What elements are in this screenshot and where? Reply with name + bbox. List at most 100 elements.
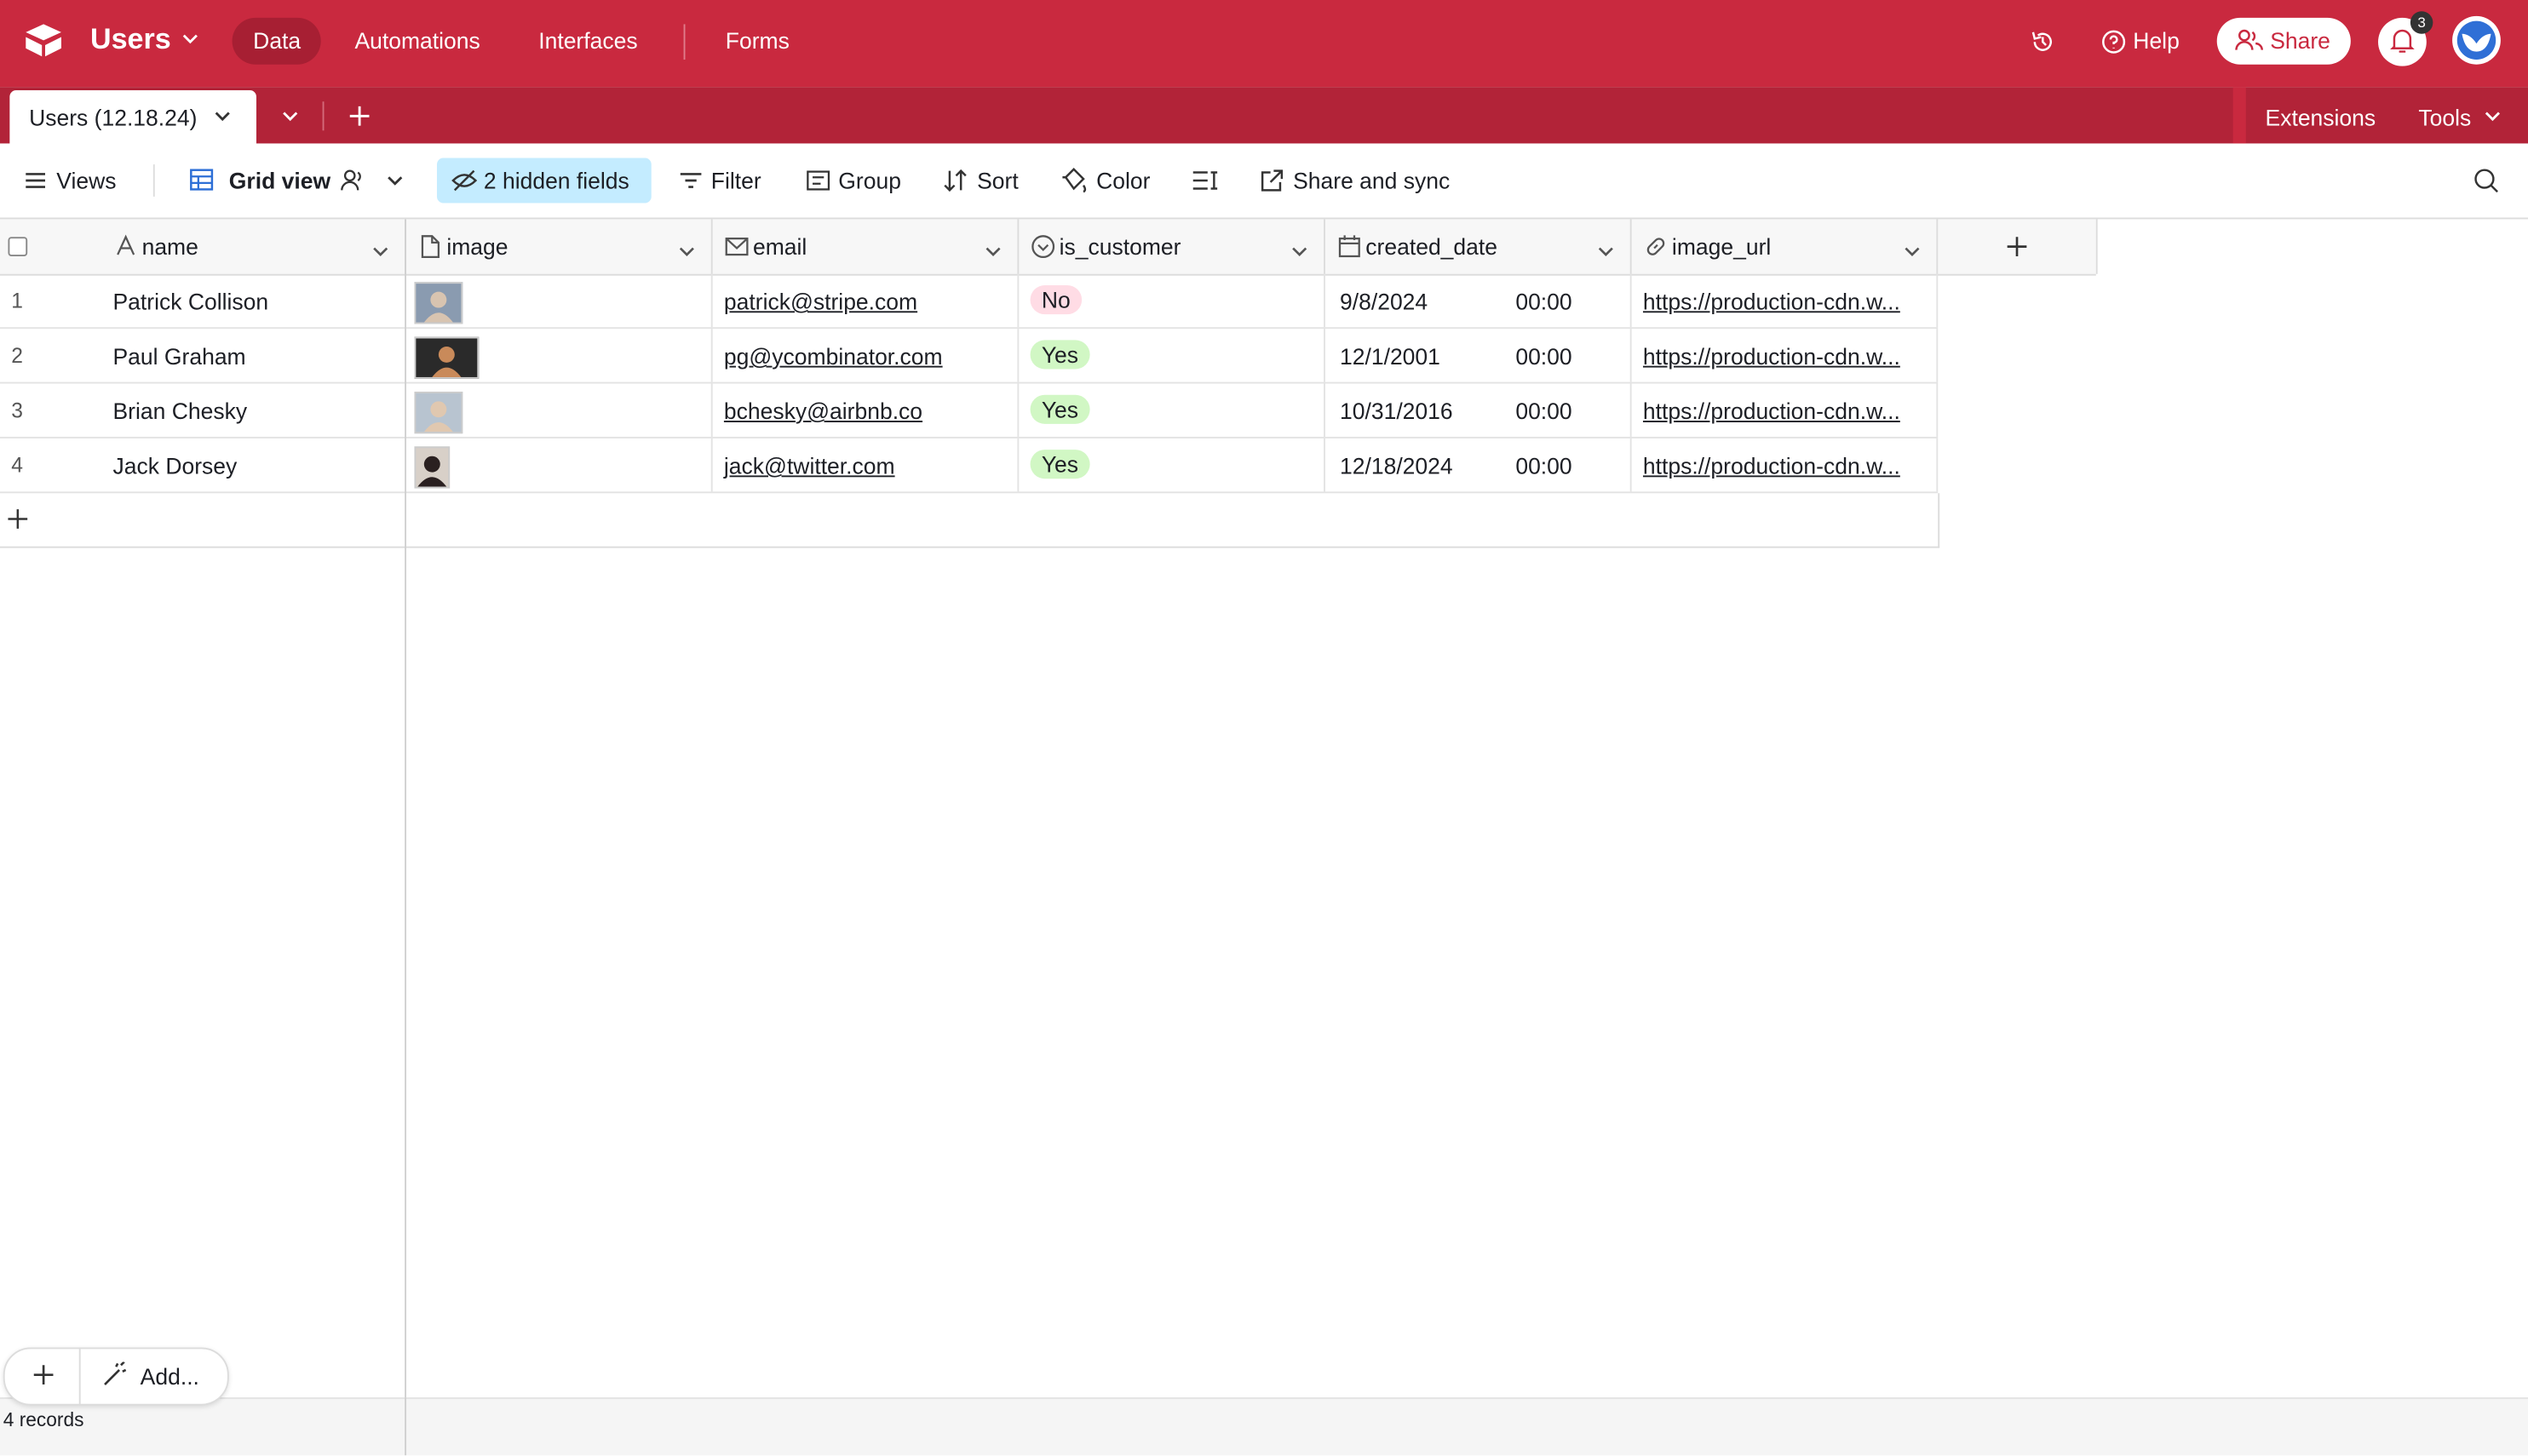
nav-item[interactable]: Data [253,27,302,54]
cell-border [1325,383,1632,437]
add-row[interactable] [0,493,1940,548]
time-cell: 00:00 [1515,288,1572,315]
hidden-fields-button[interactable] [436,158,652,203]
column-header[interactable] [0,219,407,274]
view-name[interactable]: Grid view [228,167,331,194]
column-header[interactable] [1019,219,1325,274]
hidden-fields: 2 hidden fields [483,167,629,194]
name-cell: Brian Chesky [112,398,248,424]
group[interactable]: Group [838,167,901,194]
record-count: 4 records [3,1408,84,1431]
chevron [2485,112,2500,122]
column-header[interactable] [1325,219,1632,274]
date-cell: 10/31/2016 [1339,398,1453,424]
field-icon [113,233,139,259]
filter[interactable]: Filter [710,167,761,194]
cell-border [1019,383,1325,437]
cell-border [1632,273,1939,328]
cell-border [1019,273,1325,328]
row-number: 2 [11,343,23,368]
url-cell: https://production-cdn.w... [1642,288,1900,315]
url-cell: https://production-cdn.w... [1642,452,1900,479]
nav-item[interactable]: Forms [725,27,790,54]
history-icon[interactable] [2028,27,2057,56]
add-record-icon[interactable] [31,1362,56,1388]
add-field[interactable] [1938,219,2098,274]
email-cell: jack@twitter.com [723,452,895,479]
header-row-bg [0,219,2096,276]
customer-pill: Yes [1030,340,1090,370]
share-label: Share [2270,27,2330,54]
column-header[interactable] [406,219,713,274]
grid-icon [190,169,214,191]
email-cell: pg@ycombinator.com [723,343,943,370]
bell-icon [2390,29,2415,53]
column-menu [1596,238,1616,264]
views-icon [26,173,46,188]
cell-border [1632,438,1939,492]
chevron [215,112,230,122]
collab-icon [341,169,361,191]
tools[interactable]: Tools [2418,105,2472,131]
share-and-sync[interactable]: Share and sync [1293,167,1451,194]
group-icon [807,170,830,191]
share-button[interactable] [2216,17,2351,65]
name-cell: Patrick Collison [112,288,269,315]
sort-icon [944,169,967,192]
top-bar [0,0,2528,88]
row-number: 4 [11,452,23,478]
nav-item[interactable]: Automations [354,27,480,54]
name-cell: Paul Graham [112,343,246,370]
cell-border [406,273,713,328]
url-cell: https://production-cdn.w... [1642,398,1900,424]
filter-icon [680,173,702,188]
base-name[interactable]: Users [90,22,171,55]
image-thumbnail [414,336,480,379]
row-height-icon [1192,171,1218,190]
views[interactable]: Views [56,167,117,194]
color[interactable]: Color [1096,167,1151,194]
add-table[interactable] [347,103,372,129]
date-cell: 9/8/2024 [1339,288,1428,315]
column-menu [677,238,697,264]
add-label[interactable]: Add... [140,1363,199,1390]
frozen-divider [405,219,407,1456]
column-header[interactable] [713,219,1020,274]
cell-border [713,438,1020,492]
field-icon [1336,233,1362,259]
add-button[interactable] [3,1347,229,1406]
sort[interactable]: Sort [977,167,1019,194]
column-menu [371,238,390,264]
search-icon[interactable] [2473,168,2499,193]
email-cell: bchesky@airbnb.co [723,398,923,424]
divider [78,1347,81,1406]
row-number: 1 [11,288,23,313]
logo [26,24,61,57]
tab-bar [0,87,2528,144]
active-nav-bg [232,17,321,65]
column-name: email [752,233,807,260]
cell-border [1325,273,1632,328]
column-header[interactable] [1632,219,1939,274]
cell-border [713,329,1020,382]
help[interactable]: Help [2133,27,2180,54]
column-name: name [141,233,198,260]
active-tab[interactable] [9,90,256,144]
cell-border [406,438,713,492]
image-thumbnail [414,391,463,434]
divider [683,24,686,60]
tabs-menu[interactable] [280,108,300,124]
select-all [8,237,28,256]
divider [322,101,325,131]
extensions[interactable]: Extensions [2265,105,2376,131]
row [0,274,1939,330]
column-name: image_url [1671,233,1772,260]
cell-border [1325,329,1632,382]
notification-count: 3 [2410,11,2433,34]
nav-item[interactable]: Interfaces [538,27,638,54]
column-menu [984,238,1003,264]
avatar-icon [2456,20,2496,60]
name-cell: Jack Dorsey [112,452,238,479]
divider [152,164,155,197]
